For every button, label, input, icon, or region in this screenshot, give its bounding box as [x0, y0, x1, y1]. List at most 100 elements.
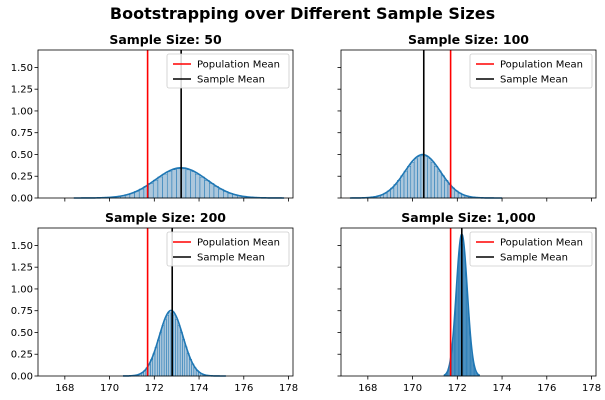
- histogram-bar: [440, 175, 445, 199]
- histogram-bar: [152, 179, 159, 199]
- legend-box: [166, 231, 290, 267]
- histogram-bar: [190, 171, 196, 199]
- x-tick-label: 176: [234, 383, 253, 394]
- histogram-bar: [154, 347, 158, 377]
- legend: Population Mean Sample Mean: [166, 231, 290, 267]
- histogram-bar: [157, 339, 160, 377]
- histogram-bar: [410, 161, 415, 199]
- axes-frame: [340, 49, 597, 199]
- histogram-bar: [403, 170, 408, 199]
- histogram-bar: [175, 318, 179, 377]
- histogram-bar: [177, 324, 181, 377]
- histogram-bar: [417, 156, 422, 199]
- x-tick-label: 168: [55, 383, 74, 394]
- x-tick-label: 170: [403, 383, 422, 394]
- y-tick-label: 0.50: [11, 328, 33, 339]
- histogram-bar: [168, 312, 172, 377]
- legend-label-population: Population Mean: [197, 60, 280, 71]
- histogram-bar: [148, 183, 154, 199]
- y-tick-label: 0.25: [11, 172, 33, 183]
- subplot-title: Sample Size: 1,000: [401, 210, 536, 225]
- histogram-bar: [424, 156, 428, 199]
- x-tick-label: 174: [493, 383, 512, 394]
- legend-label-sample: Sample Mean: [500, 75, 568, 86]
- legend-label-population: Population Mean: [500, 60, 583, 71]
- x-tick-label: 174: [190, 383, 209, 394]
- histogram-bar: [162, 173, 168, 199]
- kde-curve: [73, 166, 285, 199]
- legend-label-population: Population Mean: [197, 238, 280, 249]
- histogram-bar: [185, 169, 191, 199]
- y-tick-label: 1.25: [11, 85, 33, 96]
- x-tick-label: 178: [279, 383, 298, 394]
- histogram-bar: [434, 166, 439, 199]
- y-tick-label: 1.00: [11, 106, 33, 117]
- kde-curve: [123, 309, 226, 377]
- histogram-bar: [171, 169, 177, 199]
- histogram-bar: [413, 158, 418, 199]
- histogram-bar: [400, 175, 405, 199]
- axes-frame: [37, 227, 294, 377]
- y-tick-label: 1.50: [11, 241, 33, 252]
- histogram-bar: [161, 325, 165, 377]
- subplot-title: Sample Size: 200: [105, 210, 226, 225]
- y-tick-label: 0.25: [11, 350, 33, 361]
- x-tick-label: 178: [582, 383, 601, 394]
- axes-frame: [340, 227, 597, 377]
- x-tick-label: 168: [358, 383, 377, 394]
- histogram-bar: [166, 314, 169, 377]
- legend-label-population: Population Mean: [500, 238, 583, 249]
- histogram-bar: [430, 161, 435, 199]
- histogram-bar: [195, 173, 201, 199]
- histogram-bar: [427, 158, 432, 199]
- figure-suptitle: Bootstrapping over Different Sample Size…: [109, 4, 496, 23]
- histogram-bar: [182, 339, 185, 377]
- y-tick-label: 1.25: [11, 263, 33, 274]
- subplot-2: Sample Size: 100 Population Mean Sample Me…: [337, 32, 597, 202]
- histogram-bar: [159, 332, 163, 377]
- axes-frame: [37, 49, 294, 199]
- histogram-bar: [163, 319, 167, 377]
- histogram-bar: [437, 170, 442, 199]
- kde-curve: [349, 153, 503, 199]
- legend-label-sample: Sample Mean: [197, 75, 265, 86]
- y-tick-label: 0.75: [11, 128, 33, 139]
- histogram-bar: [213, 186, 219, 199]
- histogram-bar: [407, 166, 412, 199]
- histogram-bar: [204, 180, 210, 199]
- y-tick-label: 1.00: [11, 284, 33, 295]
- histogram-bar: [179, 331, 183, 377]
- x-tick-label: 172: [145, 383, 164, 394]
- x-tick-label: 172: [448, 383, 467, 394]
- histogram-bar: [397, 180, 401, 199]
- y-tick-label: 0.75: [11, 306, 33, 317]
- legend: Population Mean Sample Mean: [166, 53, 290, 89]
- legend-label-sample: Sample Mean: [500, 253, 568, 264]
- x-tick-label: 170: [100, 383, 119, 394]
- legend: Population Mean Sample Mean: [469, 53, 593, 89]
- histogram-bar: [444, 180, 449, 199]
- histogram-bar: [209, 183, 215, 199]
- subplot-title: Sample Size: 50: [109, 32, 222, 47]
- y-tick-label: 0.00: [11, 372, 33, 383]
- y-tick-label: 1.50: [11, 63, 33, 74]
- subplot-3: Sample Size: 200 168 170 172 174 176 178 0.00 0.…: [11, 210, 298, 394]
- legend-box: [166, 53, 290, 89]
- histogram-bar: [184, 346, 188, 377]
- histogram-bar: [181, 168, 187, 199]
- y-tick-label: 0.00: [11, 194, 33, 205]
- legend-box: [469, 53, 593, 89]
- subplot-title: Sample Size: 100: [408, 32, 529, 47]
- y-tick-label: 0.50: [11, 150, 33, 161]
- histogram-bar: [173, 314, 176, 377]
- histogram-bar: [166, 171, 173, 199]
- legend-box: [469, 231, 593, 267]
- subplot-4: Sample Size: 1,000 168 170 172 174 176 178 Popu…: [337, 210, 601, 394]
- subplot-1: Sample Size: 50 0.00 0.25 0.50 0.75 1.00 1.25 1…: [11, 32, 294, 205]
- legend-label-sample: Sample Mean: [197, 253, 265, 264]
- histogram-bar: [199, 176, 205, 199]
- x-tick-label: 176: [537, 383, 556, 394]
- legend: Population Mean Sample Mean: [469, 231, 593, 267]
